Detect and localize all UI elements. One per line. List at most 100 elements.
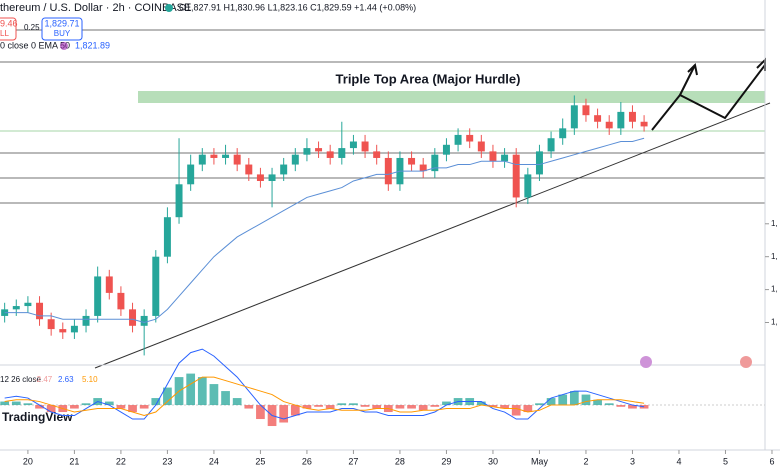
x-tick-label: 30 <box>488 456 498 466</box>
macd-histogram-bar <box>476 401 486 406</box>
trendline <box>94 102 771 369</box>
buy-button[interactable] <box>41 17 83 41</box>
event-icon[interactable] <box>640 356 652 368</box>
status-dot <box>165 4 173 12</box>
macd-histogram-bar <box>139 405 149 409</box>
macd-histogram-bar <box>186 373 196 406</box>
event-icon[interactable] <box>740 356 752 368</box>
candle-body <box>454 134 462 145</box>
y-tick-label: 1, <box>771 219 778 228</box>
macd-histogram-bar <box>546 398 556 406</box>
x-tick-label: 20 <box>23 456 33 466</box>
x-tick-label: 4 <box>676 456 681 466</box>
candle-body <box>256 174 264 181</box>
macd-histogram-bar <box>500 405 509 409</box>
candle-body <box>617 111 625 129</box>
candle-body <box>222 154 230 158</box>
macd-histogram-bar <box>151 398 161 406</box>
macd-histogram-bar <box>407 405 416 409</box>
macd-histogram-bar <box>523 405 533 413</box>
macd-histogram-bar <box>581 394 591 406</box>
macd-histogram-bar <box>290 405 300 416</box>
candle-body <box>245 164 253 175</box>
candle-body <box>489 151 497 162</box>
macd-histogram-bar <box>639 405 649 409</box>
candle-body <box>547 138 555 152</box>
candle-body <box>442 144 450 155</box>
macd-histogram-bar <box>244 405 254 409</box>
candle-body <box>640 121 648 127</box>
macd-histogram-bar <box>221 391 230 406</box>
macd-histogram-bar <box>360 405 370 407</box>
candle-body <box>349 141 357 149</box>
candle-body <box>512 154 520 198</box>
macd-readout: 2.63 <box>58 375 74 384</box>
y-tick-label: 1, <box>771 285 778 294</box>
candle-body <box>47 319 55 330</box>
candle-body <box>582 105 590 116</box>
candle-body <box>315 148 323 152</box>
macd-legend: 12 26 close <box>0 375 41 384</box>
macd-histogram-bar <box>325 405 335 409</box>
horizontal-levels <box>0 29 765 204</box>
candle-body <box>82 315 90 326</box>
macd-histogram-bar <box>163 387 172 406</box>
candle-body <box>12 306 20 310</box>
macd-histogram-bar <box>46 405 56 413</box>
macd-histogram-bar <box>604 403 614 406</box>
y-tick-label: 1, <box>771 318 778 327</box>
x-tick-label: 26 <box>302 456 312 466</box>
macd-histogram-bar <box>35 405 44 409</box>
sell-button[interactable] <box>0 17 17 41</box>
macd-histogram-bar <box>11 401 21 406</box>
macd-histogram-bar <box>442 401 451 406</box>
macd-histogram-bar <box>418 405 428 411</box>
macd-histogram-bar <box>256 405 265 420</box>
macd-histogram-bar <box>232 398 242 406</box>
candle-body <box>361 141 369 152</box>
candle-body <box>605 121 613 129</box>
macd-histogram-bar <box>279 405 289 423</box>
indicator-icon[interactable] <box>60 42 68 50</box>
candle-body <box>117 292 125 310</box>
candle-body <box>408 157 416 165</box>
buy-price: 1,829.71 <box>44 18 79 28</box>
candle-body <box>175 184 183 218</box>
x-tick-label: May <box>531 456 549 466</box>
candle-body <box>570 105 578 129</box>
candle-body <box>187 164 195 185</box>
candle-body <box>233 154 241 165</box>
candle-body <box>163 217 171 257</box>
sell-label: LL <box>0 29 9 38</box>
x-tick-label: 29 <box>441 456 451 466</box>
candle-body <box>594 115 602 122</box>
indicator-label: 0 close 0 EMA 50 <box>0 40 70 50</box>
candle-body <box>384 157 392 185</box>
macd-histogram-bar <box>395 405 405 409</box>
candle-body <box>140 315 148 326</box>
candle-body <box>431 154 439 172</box>
macd-histogram-bar <box>372 405 382 409</box>
x-tick-label: 28 <box>395 456 405 466</box>
macd-histogram-bar <box>81 403 91 406</box>
macd-histogram-bar <box>593 399 602 406</box>
macd-histogram-bar <box>116 405 126 409</box>
symbol-title: thereum / U.S. Dollar · 2h · COINBASE <box>0 2 191 14</box>
macd-histogram-bar <box>535 403 544 406</box>
candle-body <box>280 164 288 175</box>
macd-readout: -2.47 <box>34 375 53 384</box>
macd-histogram-bar <box>558 394 568 406</box>
candle-body <box>105 276 113 293</box>
macd-histogram-bar <box>349 403 358 406</box>
candle-body <box>268 174 276 181</box>
ohlc-readout: O1,827.91 H1,830.96 L1,823.16 C1,829.59 … <box>179 2 416 12</box>
candle-body <box>326 151 334 158</box>
x-tick-label: 21 <box>69 456 79 466</box>
brand: TradingView <box>2 410 73 424</box>
macd-histogram-bar <box>302 405 312 409</box>
x-tick-label: 23 <box>162 456 172 466</box>
candle-body <box>24 302 32 307</box>
macd-readout: 5.10 <box>82 375 98 384</box>
candle-body <box>524 174 532 198</box>
indicator-value: 1,821.89 <box>75 40 110 50</box>
